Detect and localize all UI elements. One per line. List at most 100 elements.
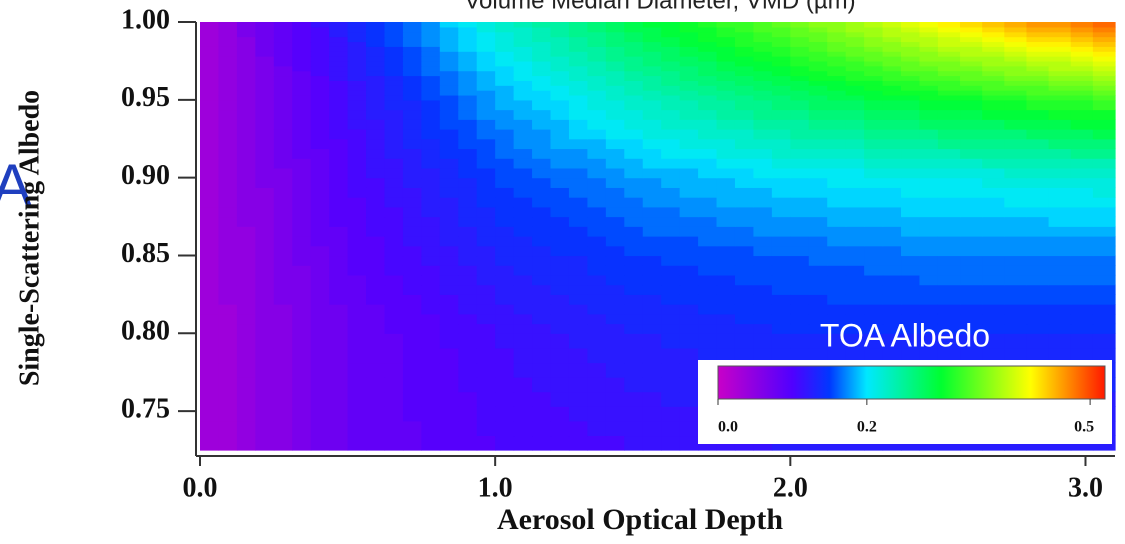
contour-cell — [513, 51, 533, 57]
contour-cell — [605, 245, 625, 257]
contour-cell — [476, 284, 496, 295]
contour-cell — [421, 41, 441, 47]
contour-cell — [366, 216, 386, 227]
contour-cell — [532, 148, 552, 159]
contour-cell — [550, 236, 570, 247]
contour-cell — [734, 41, 755, 47]
contour-cell — [642, 391, 662, 407]
contour-cell — [771, 75, 791, 81]
contour-cell — [790, 129, 810, 140]
contour-cell — [273, 265, 293, 276]
contour-cell — [218, 197, 238, 208]
contour-cell — [476, 129, 496, 140]
contour-cell — [1004, 313, 1028, 325]
contour-cell — [513, 362, 533, 378]
contour-cell — [310, 31, 330, 38]
contour-cell — [605, 31, 625, 38]
contour-cell — [937, 187, 961, 198]
contour-cell — [1026, 255, 1050, 266]
contour-cell — [218, 138, 238, 150]
contour-cell — [384, 99, 404, 111]
contour-cell — [937, 51, 961, 57]
contour-cell — [439, 206, 459, 218]
contour-cell — [513, 323, 533, 334]
contour-cell — [679, 294, 699, 305]
contour-cell — [753, 51, 773, 57]
contour-cell — [882, 265, 902, 276]
contour-cell — [642, 304, 662, 315]
contour-cell — [642, 265, 662, 276]
contour-cell — [771, 60, 791, 67]
contour-cell — [661, 284, 681, 295]
contour-cell — [624, 391, 644, 407]
contour-cell — [734, 148, 755, 159]
contour-cell — [292, 60, 312, 67]
contour-cell — [827, 265, 847, 276]
contour-cell — [384, 187, 404, 198]
contour-cell — [273, 187, 293, 198]
contour-cell — [568, 274, 588, 286]
contour-cell — [439, 304, 459, 315]
contour-cell — [402, 31, 422, 38]
contour-cell — [1092, 206, 1116, 218]
contour-cell — [366, 70, 386, 77]
contour-cell — [827, 60, 847, 67]
contour-cell — [495, 391, 515, 407]
contour-cell — [605, 51, 625, 57]
contour-cell — [421, 323, 441, 334]
contour-cell — [236, 206, 256, 218]
contour-cell — [439, 420, 459, 437]
contour-cell — [329, 26, 349, 33]
contour-cell — [513, 56, 533, 62]
contour-cell — [568, 138, 588, 150]
contour-cell — [439, 391, 459, 407]
contour-cell — [587, 70, 607, 77]
contour-cell — [845, 75, 865, 81]
contour-cell — [605, 313, 625, 325]
colorbar-tick-label: 0.5 — [1074, 419, 1094, 436]
contour-cell — [1048, 41, 1072, 47]
contour-cell — [255, 226, 275, 237]
contour-cell — [329, 60, 349, 67]
contour-cell — [901, 41, 921, 47]
contour-cell — [329, 46, 349, 52]
contour-cell — [384, 274, 404, 286]
contour-cell — [679, 216, 699, 227]
contour-cell — [236, 119, 256, 130]
contour-cell — [366, 109, 386, 120]
contour-cell — [901, 265, 921, 276]
contour-cell — [960, 148, 983, 159]
contour-cell — [845, 347, 865, 364]
contour-cell — [845, 333, 865, 349]
contour-cell — [458, 236, 478, 247]
contour-cell — [384, 46, 404, 52]
contour-cell — [347, 90, 367, 96]
contour-cell — [476, 31, 496, 38]
contour-cell — [550, 70, 570, 77]
contour-cell — [439, 99, 459, 111]
contour-cell — [771, 99, 791, 111]
contour-cell — [513, 206, 533, 218]
contour-cell — [1092, 80, 1116, 86]
contour-cell — [329, 362, 349, 378]
contour-cell — [458, 119, 478, 130]
contour-cell — [753, 26, 773, 33]
contour-cell — [661, 167, 681, 179]
contour-cell — [476, 391, 496, 407]
contour-cell — [753, 60, 773, 67]
contour-cell — [476, 333, 496, 349]
contour-cell — [329, 90, 349, 96]
contour-cell — [329, 274, 349, 286]
side-text: A — [0, 152, 32, 219]
contour-cell — [255, 46, 275, 52]
contour-cell — [421, 333, 441, 349]
contour-cell — [808, 284, 828, 295]
contour-cell — [808, 90, 828, 96]
contour-cell — [901, 22, 921, 28]
contour-cell — [642, 197, 662, 208]
contour-cell — [734, 323, 755, 334]
contour-cell — [698, 119, 718, 130]
contour-cell — [919, 99, 939, 111]
contour-cell — [753, 158, 773, 169]
contour-cell — [1070, 226, 1094, 237]
